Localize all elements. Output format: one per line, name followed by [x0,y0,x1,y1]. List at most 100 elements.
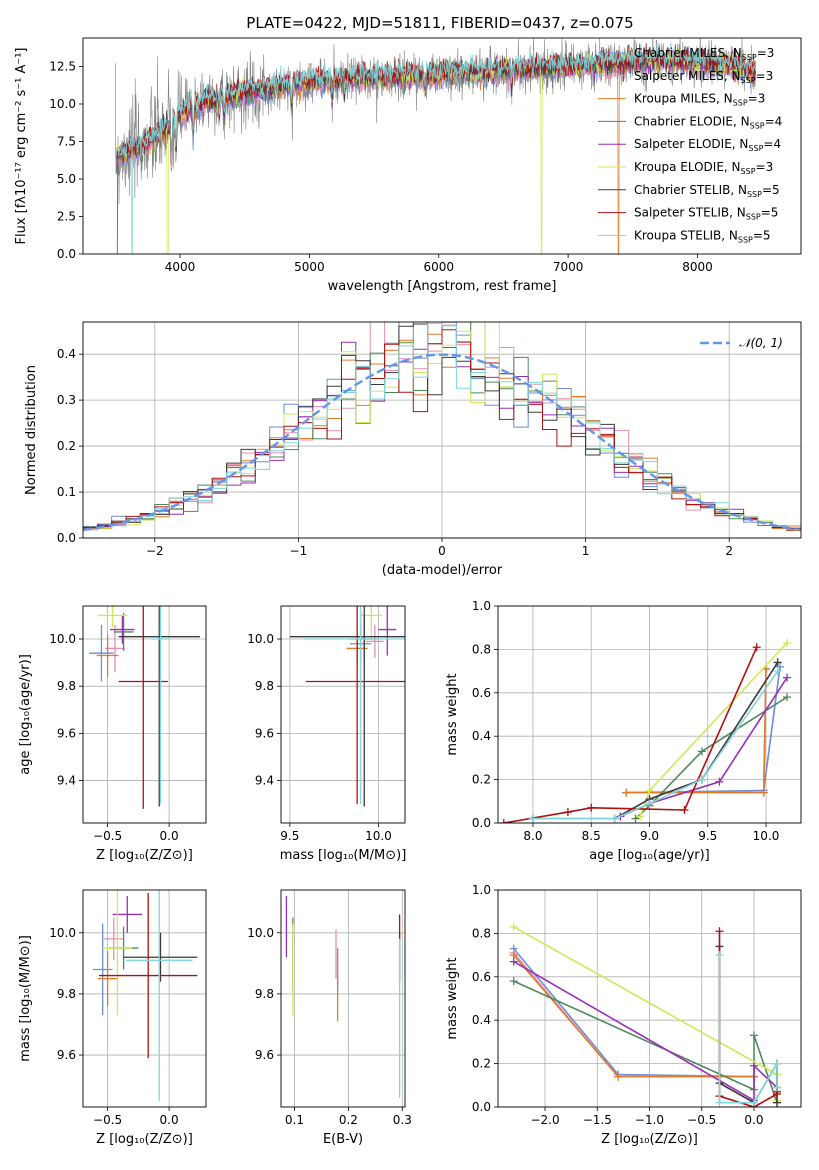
x-tick-label: 2 [725,544,733,558]
y-tick-label: 9.8 [57,987,76,1001]
mass-weight-marker [499,819,508,823]
x-tick-label: −1.0 [635,1113,664,1127]
gaussian-reference-curve [83,353,799,532]
y-tick-label: 2.5 [57,210,76,224]
y-tick-label: 0.8 [472,642,491,656]
mass-weight-marker [509,957,518,966]
mass-vs-metallicity-panel: −0.5 0.0 9.6 9.8 10.0 Z [log₁₀(Z/Z⊙)] mass [lo… [18,889,207,1147]
x-tick-label: 0.3 [393,1113,412,1127]
figure-title: PLATE=0422, MJD=51811, FIBERID=0437, z=0… [246,14,633,32]
mass-weight-marker [772,1059,781,1068]
legend-label: Kroupa ELODIE, NSSP=3 [634,160,773,176]
mass-weight-marker [773,658,782,667]
legend-label: Chabrier STELIB, NSSP=5 [634,183,780,199]
y-axis-label: mass weight [445,673,460,755]
x-tick-label: 0.0 [744,1113,763,1127]
mass-weight-marker [772,1098,781,1107]
y-tick-label: 9.8 [57,679,76,693]
x-tick-label: 7000 [553,260,584,274]
legend-label: 𝒩(0, 1) [739,336,783,350]
x-tick-label: 1 [582,544,590,558]
x-axis-label: Z [log₁₀(Z/Z⊙)] [601,1132,698,1147]
mass-weight-line [513,960,778,1102]
x-tick-label: −1 [290,544,308,558]
x-tick-label: 0.0 [160,1113,179,1127]
mass-weight-marker [645,799,654,808]
mass-weight-marker [563,808,572,817]
plot-area [115,38,756,254]
x-tick-label: −0.5 [93,829,122,843]
y-tick-label: 0.0 [57,531,76,545]
mass-weight-marker [697,775,706,784]
legend-label: Chabrier MILES, NSSP=3 [634,46,774,62]
residuals-histogram-panel: −2 −1 0 1 2 0.0 0.1 0.2 0.3 0.4 (data-model)/error… [24,321,802,578]
mass-weight-line [503,646,758,823]
x-axis-label: age [log₁₀(age/yr)] [589,848,710,863]
axes-frame [280,889,406,1108]
mass-weight-marker [715,777,724,786]
y-tick-label: 10.0 [49,926,76,940]
mass-weight-marker [749,1061,758,1070]
mass-weight-marker [783,693,792,702]
mass-weight-marker [776,662,785,671]
mass-weight-marker [610,814,619,823]
y-tick-label: 0.2 [472,1057,491,1071]
age-vs-mass-panel: 9.5 10.0 9.4 9.6 9.8 10.0 mass [log₁₀(M/M⊙)] [247,605,406,863]
mass-weight-line [620,677,788,818]
y-tick-label: 9.4 [57,774,76,788]
x-tick-label: 9.5 [698,829,717,843]
legend-label: Kroupa STELIB, NSSP=5 [634,228,771,244]
plot-area [509,922,781,1107]
y-tick-label: 0.1 [57,485,76,499]
plot-area [89,606,200,809]
y-tick-label: 0.4 [472,1013,491,1027]
y-axis-label: mass weight [445,957,460,1039]
mass-weight-line [513,952,754,1078]
plot-area [499,638,792,823]
y-tick-label: 9.4 [255,774,274,788]
x-tick-label: 8.5 [582,829,601,843]
y-axis-label: Normed distribution [24,365,39,495]
x-tick-label: 9.5 [280,829,299,843]
y-tick-label: 10.0 [247,926,274,940]
y-axis-label: mass [log₁₀(M/M⊙)] [18,935,33,1062]
y-tick-label: 9.6 [255,726,274,740]
mass-weight-marker [528,814,537,823]
y-tick-label: 10.0 [49,632,76,646]
x-tick-label: 8.0 [523,829,542,843]
axes-frame [497,889,802,1108]
axes-frame [497,605,802,824]
y-tick-label: 0.3 [57,393,76,407]
mass-weight-marker [783,638,792,647]
residual-histogram-step [83,329,801,531]
y-axis-label: Flux [fλ10⁻¹⁷ erg cm⁻² s⁻¹ A⁻¹] [14,48,29,245]
plot-area [285,896,401,1098]
weight-vs-metallicity-panel: −2.0 −1.5 −1.0 −0.5 0.0 0.0 0.2 0.4 0.6 0.8 1.0 Z [… [445,883,802,1147]
y-tick-label: 7.5 [57,135,76,149]
y-tick-label: 0.0 [472,816,491,830]
mass-weight-marker [622,788,631,797]
y-tick-label: 9.8 [255,679,274,693]
x-tick-label: −0.5 [687,1113,716,1127]
y-tick-label: 5.0 [57,172,76,186]
y-tick-label: 10.0 [49,97,76,111]
legend-label: Chabrier ELODIE, NSSP=4 [634,114,782,130]
mass-weight-marker [752,643,761,652]
x-tick-label: 10.0 [365,829,392,843]
mass-weight-marker [759,788,768,797]
mass-weight-marker [509,922,518,931]
mass-weight-marker [715,927,724,936]
x-tick-label: 9.0 [640,829,659,843]
spectrum-panel: 4000 5000 6000 7000 8000 0.0 2.5 5.0 7.5 10.0 12.5… [14,37,802,294]
y-tick-label: 0.4 [57,347,76,361]
axes-frame [82,889,207,1108]
y-tick-label: 1.0 [472,883,491,897]
mass-weight-line [718,955,778,1104]
mass-weight-line [513,980,778,1103]
x-axis-label: (data-model)/error [382,563,503,578]
y-tick-label: 9.6 [57,1048,76,1062]
x-tick-label: 0.2 [339,1113,358,1127]
x-axis-label: E(B-V) [323,1132,363,1147]
y-tick-label: 0.0 [57,247,76,261]
